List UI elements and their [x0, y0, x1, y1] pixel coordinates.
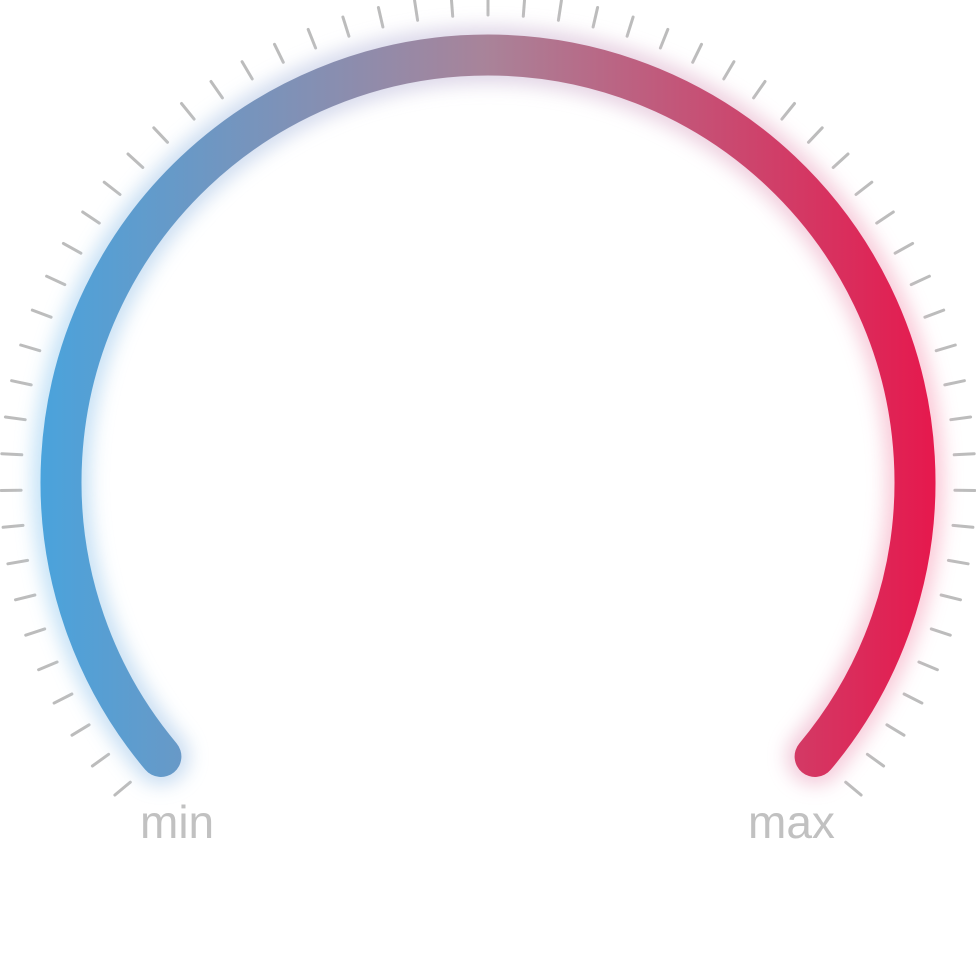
gauge-tick	[885, 723, 906, 737]
gauge-tick	[521, 0, 527, 18]
gauge-tick	[952, 452, 976, 457]
gauge-tick	[1, 523, 25, 529]
gauge-tick	[946, 558, 970, 566]
gauge-tick	[0, 452, 24, 457]
gauge-tick	[209, 80, 224, 100]
gauge-tick	[909, 274, 931, 287]
gauge-tick	[934, 343, 957, 353]
gauge-tick	[875, 210, 895, 225]
gauge-tick	[943, 379, 966, 387]
gauge-tick	[949, 415, 973, 422]
gauge-tick	[90, 752, 111, 768]
gauge-tick	[831, 152, 850, 169]
gauge-tick	[81, 210, 101, 225]
gauge-tick	[37, 660, 59, 672]
gauge-tick	[6, 558, 30, 566]
gauge-tick	[556, 0, 563, 22]
gauge-tick	[61, 241, 83, 255]
gauge-tick	[780, 102, 796, 121]
gauge-tick	[180, 102, 196, 121]
gauge-tick	[113, 780, 132, 797]
gauge-tick	[807, 126, 824, 144]
gauge-tick	[865, 752, 886, 768]
gauge-tick	[939, 593, 962, 602]
gauge-tick	[658, 27, 670, 50]
gauge-tick	[306, 27, 318, 50]
max-label: max	[748, 796, 835, 848]
gauge-tick	[691, 42, 703, 64]
gauge-tick	[240, 60, 254, 81]
gauge-tick	[951, 523, 975, 529]
gauge-tick	[449, 0, 455, 18]
gauge-tick	[844, 780, 863, 797]
gauge-tick	[413, 0, 420, 22]
gauge-tick	[19, 343, 42, 353]
gauge-tick	[3, 415, 27, 422]
gauge-tick	[752, 80, 767, 100]
gauge-tick	[341, 15, 351, 38]
gauge-arc	[40, 34, 936, 777]
gauge-tick	[917, 660, 939, 672]
gauge-tick	[102, 180, 122, 196]
gauge-tick	[70, 723, 91, 737]
gauge-tick	[923, 308, 946, 319]
gauge-tick	[45, 274, 67, 287]
gauge-tick	[376, 6, 385, 29]
gauge-tick	[625, 15, 635, 38]
gauge-tick	[591, 6, 600, 29]
gauge-tick	[902, 692, 924, 705]
gauge-tick	[929, 627, 952, 637]
gauge-tick	[273, 42, 285, 64]
gauge-tick	[152, 126, 169, 144]
gauge-ticks	[0, 0, 976, 797]
gauge-tick	[30, 308, 53, 319]
gauge-tick	[893, 241, 915, 255]
min-label: min	[140, 796, 215, 848]
gauge-tick	[52, 692, 74, 705]
gauge-tick	[24, 627, 47, 637]
gauge-tick	[722, 60, 736, 81]
gauge-tick	[854, 180, 874, 196]
gauge-tick	[14, 593, 37, 602]
gauge-tick	[126, 152, 145, 169]
gauge-tick	[10, 379, 33, 387]
